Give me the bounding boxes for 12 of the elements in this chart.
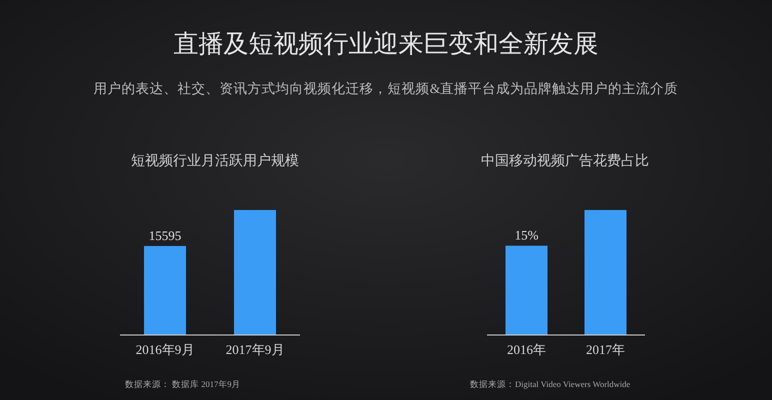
x-tick-label: 2016年9月 bbox=[136, 342, 194, 357]
chart-title: 中国移动视频广告花费占比 bbox=[481, 153, 649, 169]
chart-title: 短视频行业月活跃用户规模 bbox=[131, 153, 299, 169]
x-tick-label: 2017年 bbox=[586, 342, 625, 357]
text: 用户的表达、社交、资讯方式均向视频化迁移，短视频&直播平台成为品牌触达用户的主流介质 bbox=[94, 81, 678, 96]
text: 直播及短视频行业迎来巨变和全新发展 bbox=[174, 30, 598, 58]
x-tick-label: 2017年9月 bbox=[226, 342, 284, 357]
data-label: 15595 bbox=[148, 228, 182, 243]
source-note: 数据来源：Digital Video Viewers Worldwide bbox=[470, 379, 630, 389]
x-tick-label: 2016年 bbox=[507, 342, 546, 357]
source-note: 数据来源： 数据库 2017年9月 bbox=[125, 379, 240, 389]
data-label: 15% bbox=[514, 228, 539, 243]
